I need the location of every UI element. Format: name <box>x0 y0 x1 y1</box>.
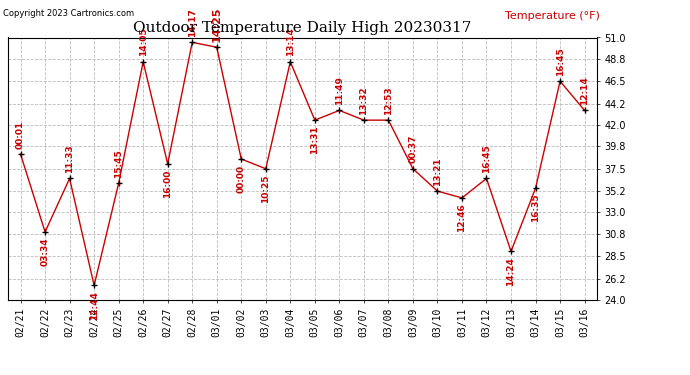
Text: 00:00: 00:00 <box>237 165 246 193</box>
Text: 14:17: 14:17 <box>188 8 197 37</box>
Text: 13:32: 13:32 <box>359 86 368 115</box>
Text: Copyright 2023 Cartronics.com: Copyright 2023 Cartronics.com <box>3 9 135 18</box>
Text: 12:53: 12:53 <box>384 86 393 115</box>
Title: Outdoor Temperature Daily High 20230317: Outdoor Temperature Daily High 20230317 <box>133 21 472 35</box>
Text: 11:33: 11:33 <box>65 144 74 173</box>
Text: 00:37: 00:37 <box>408 135 417 163</box>
Text: 00:01: 00:01 <box>16 120 25 148</box>
Text: 16:45: 16:45 <box>482 144 491 173</box>
Text: 12:14: 12:14 <box>580 76 589 105</box>
Text: 16:45: 16:45 <box>555 47 564 76</box>
Text: 13:14: 13:14 <box>286 27 295 56</box>
Text: 10:25: 10:25 <box>262 174 270 203</box>
Text: 16:00: 16:00 <box>163 170 172 198</box>
Text: 03:34: 03:34 <box>41 237 50 266</box>
Text: 14:24: 14:24 <box>506 257 515 286</box>
Text: 13:31: 13:31 <box>310 126 319 154</box>
Text: 12:44: 12:44 <box>90 291 99 320</box>
Text: 14:25: 14:25 <box>212 6 221 42</box>
Text: 13:21: 13:21 <box>433 157 442 186</box>
Text: 16:35: 16:35 <box>531 194 540 222</box>
Text: Temperature (°F): Temperature (°F) <box>505 11 600 21</box>
Text: 11:49: 11:49 <box>335 76 344 105</box>
Text: 12:46: 12:46 <box>457 204 466 232</box>
Text: 15:45: 15:45 <box>114 149 123 178</box>
Text: 14:05: 14:05 <box>139 28 148 56</box>
